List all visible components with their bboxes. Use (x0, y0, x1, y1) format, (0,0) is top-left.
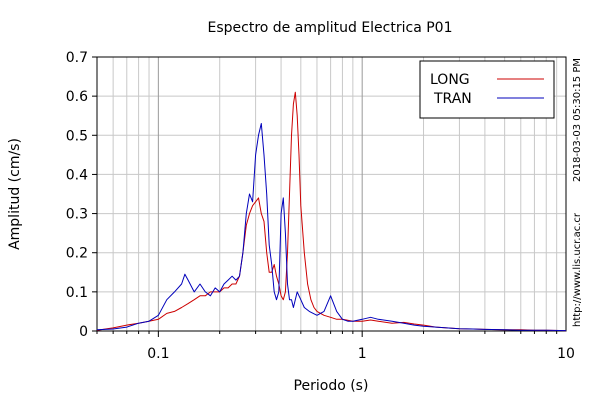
major-gridlines (157, 57, 363, 331)
x-tick-label: 1 (358, 346, 367, 362)
y-tick-label: 0.3 (66, 207, 88, 223)
y-tick-label: 0.4 (66, 167, 88, 183)
y-tick-label: 0.7 (66, 50, 88, 66)
y-axis-ticks: 0 0.1 0.2 0.3 0.4 0.5 0.6 0.7 (66, 50, 97, 340)
x-tick-label: 0.1 (147, 346, 169, 362)
legend-label-long: LONG (430, 72, 470, 88)
series-line-tran (96, 123, 567, 332)
x-tick-label: 10 (557, 346, 575, 362)
legend-label-tran: TRAN (433, 91, 472, 107)
y-tick-label: 0.2 (66, 246, 88, 262)
chart-title: Espectro de amplitud Electrica P01 (208, 20, 453, 36)
x-axis-ticks: 0.1 1 10 (96, 331, 575, 362)
y-tick-label: 0.5 (66, 128, 88, 144)
legend: LONG TRAN (419, 60, 555, 119)
source-url-annotation: http://www.lis.ucr.ac.cr (572, 212, 583, 327)
y-tick-label: 0.1 (66, 285, 88, 301)
legend-box (419, 60, 555, 119)
x-axis-label: Periodo (s) (294, 378, 369, 394)
y-tick-label: 0 (79, 324, 88, 340)
y-tick-label: 0.6 (66, 89, 88, 105)
series-layer (96, 91, 567, 332)
timestamp-annotation: 2018-03-03 05:30:15 PM (572, 58, 583, 182)
series-line-long (96, 91, 567, 332)
plot-frame (96, 56, 567, 332)
y-axis-label: Amplitud (cm/s) (7, 138, 23, 250)
